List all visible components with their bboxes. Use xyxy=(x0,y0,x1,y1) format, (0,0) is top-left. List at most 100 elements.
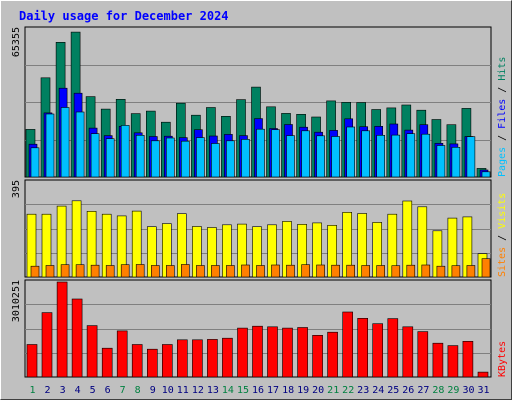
bar-kbytes-day-7 xyxy=(116,330,128,378)
x-tick-label-day-29: 29 xyxy=(447,385,459,396)
bar-kbytes-day-28 xyxy=(432,342,444,378)
bar-kbytes-day-8 xyxy=(131,344,143,378)
bar-sites-day-22 xyxy=(346,264,356,278)
y-axis-legend: Sites / Visits xyxy=(497,193,508,277)
bar-sites-day-25 xyxy=(391,265,401,278)
bar-pages-day-31 xyxy=(481,171,491,178)
bar-pages-day-10 xyxy=(166,137,175,178)
bar-sites-day-21 xyxy=(331,264,340,278)
x-tick-label-day-19: 19 xyxy=(297,385,309,396)
bar-sites-day-16 xyxy=(256,265,265,278)
bar-kbytes-day-12 xyxy=(192,339,203,378)
bar-pages-day-29 xyxy=(451,147,461,178)
legend-part-separator: / xyxy=(497,229,508,247)
bar-pages-day-9 xyxy=(151,140,160,178)
bar-pages-day-20 xyxy=(316,135,325,178)
bar-pages-day-26 xyxy=(406,133,416,178)
x-tick-label-day-16: 16 xyxy=(252,385,264,396)
bar-kbytes-day-30 xyxy=(462,340,474,378)
panel-kbytes: 3010251 KBytes xyxy=(11,279,508,378)
bar-sites-day-9 xyxy=(151,265,160,278)
y-max-label: 395 xyxy=(11,180,22,198)
bar-sites-day-7 xyxy=(120,264,130,278)
bar-pages-day-30 xyxy=(466,136,476,178)
bar-kbytes-day-5 xyxy=(86,325,98,378)
bar-pages-day-2 xyxy=(45,113,55,178)
bar-kbytes-day-3 xyxy=(56,281,68,378)
bar-kbytes-day-31 xyxy=(477,371,489,378)
bar-pages-day-28 xyxy=(436,145,446,178)
bar-sites-day-2 xyxy=(45,265,55,278)
bar-pages-day-27 xyxy=(421,133,431,178)
bar-kbytes-day-29 xyxy=(447,345,459,378)
bar-kbytes-day-18 xyxy=(282,327,293,378)
bar-kbytes-day-20 xyxy=(312,334,323,378)
y-max-label: 65355 xyxy=(11,27,22,57)
bar-pages-day-16 xyxy=(256,128,265,178)
bar-kbytes-day-6 xyxy=(101,347,113,378)
bar-kbytes-day-1 xyxy=(26,344,38,378)
y-axis-legend: KBytes xyxy=(497,341,508,377)
legend-part-sites: Sites xyxy=(497,247,508,277)
bar-sites-day-10 xyxy=(166,265,175,278)
x-tick-label-day-26: 26 xyxy=(402,385,414,396)
x-tick-label-day-27: 27 xyxy=(417,385,429,396)
bar-sites-day-11 xyxy=(181,264,190,278)
bar-sites-day-15 xyxy=(241,264,250,278)
x-tick-label-day-4: 4 xyxy=(75,385,81,396)
bar-sites-day-1 xyxy=(30,265,40,278)
bar-sites-day-30 xyxy=(466,265,476,278)
bar-pages-day-12 xyxy=(196,137,205,178)
bar-kbytes-day-27 xyxy=(417,331,429,378)
bar-sites-day-5 xyxy=(90,264,100,278)
bar-pages-day-3 xyxy=(60,107,70,178)
panel-visits-sites: 395 Sites / Visits xyxy=(11,179,508,278)
x-tick-label-day-15: 15 xyxy=(237,385,249,396)
bar-pages-day-8 xyxy=(135,135,145,178)
bar-pages-day-13 xyxy=(211,143,220,178)
bar-pages-day-22 xyxy=(346,126,356,178)
bar-kbytes-day-24 xyxy=(372,323,384,378)
chart-panels: 65355 Pages / Files / Hits 395 Sites / Visi… xyxy=(11,26,508,378)
bar-kbytes-day-17 xyxy=(267,326,278,378)
legend-part-separator: / xyxy=(497,81,508,99)
bar-sites-day-13 xyxy=(211,265,220,278)
x-tick-label-day-31: 31 xyxy=(477,385,489,396)
bar-kbytes-day-13 xyxy=(207,339,218,378)
bar-kbytes-day-26 xyxy=(402,326,414,378)
bar-pages-day-1 xyxy=(30,147,40,178)
legend-part-separator: / xyxy=(497,129,508,147)
bar-pages-day-7 xyxy=(120,125,130,178)
x-tick-label-day-1: 1 xyxy=(29,385,35,396)
legend-part-files: Files xyxy=(497,99,508,129)
bar-pages-day-24 xyxy=(376,135,386,178)
bar-kbytes-day-19 xyxy=(297,327,308,378)
x-tick-label-day-11: 11 xyxy=(177,385,189,396)
bar-sites-day-29 xyxy=(451,265,461,278)
bar-kbytes-day-14 xyxy=(222,337,233,378)
bar-pages-day-6 xyxy=(105,138,115,178)
x-tick-label-day-13: 13 xyxy=(207,385,219,396)
bar-sites-day-27 xyxy=(421,264,431,278)
x-tick-label-day-14: 14 xyxy=(222,385,234,396)
x-tick-label-day-7: 7 xyxy=(120,385,126,396)
x-tick-label-day-3: 3 xyxy=(60,385,66,396)
x-tick-label-day-28: 28 xyxy=(432,385,444,396)
bar-kbytes-day-23 xyxy=(357,317,369,378)
bar-pages-day-18 xyxy=(286,135,295,178)
bar-sites-day-3 xyxy=(60,264,70,278)
x-tick-label-day-12: 12 xyxy=(192,385,204,396)
bar-pages-day-23 xyxy=(361,130,371,178)
bar-kbytes-day-9 xyxy=(147,348,158,378)
x-tick-label-day-30: 30 xyxy=(462,385,474,396)
bar-kbytes-day-11 xyxy=(177,339,188,378)
x-tick-label-day-8: 8 xyxy=(135,385,141,396)
bar-pages-day-5 xyxy=(90,133,100,178)
bar-kbytes-day-21 xyxy=(327,331,338,378)
bar-sites-day-24 xyxy=(376,265,386,278)
bar-sites-day-26 xyxy=(406,264,416,278)
x-tick-label-day-25: 25 xyxy=(387,385,399,396)
bar-pages-day-21 xyxy=(331,136,340,178)
legend-part-kbytes: KBytes xyxy=(497,341,508,377)
